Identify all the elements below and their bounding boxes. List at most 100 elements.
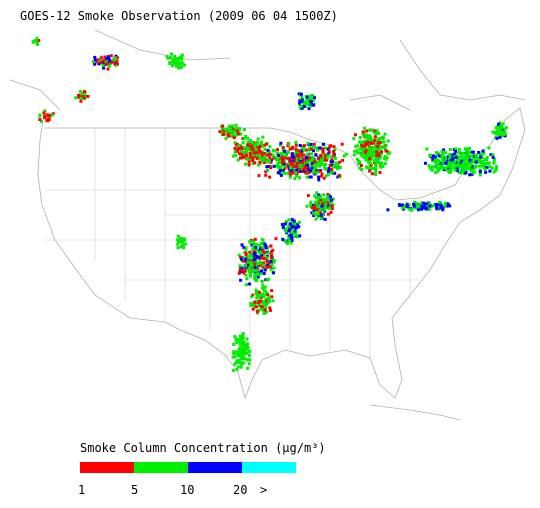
- smoke-pixel: [487, 161, 491, 165]
- smoke-pixel: [453, 152, 457, 156]
- smoke-pixel: [330, 164, 334, 167]
- smoke-pixel: [260, 242, 264, 245]
- smoke-pixel: [313, 162, 317, 166]
- smoke-pixel: [365, 129, 369, 133]
- smoke-pixel: [320, 204, 324, 208]
- smoke-pixel: [307, 101, 311, 105]
- smoke-pixel: [255, 157, 259, 160]
- smoke-pixel: [383, 155, 387, 159]
- smoke-pixel: [251, 245, 255, 248]
- smoke-pixel: [243, 152, 247, 156]
- smoke-pixel: [435, 207, 439, 211]
- smoke-pixel: [239, 156, 243, 160]
- smoke-pixel: [397, 203, 401, 207]
- smoke-pixel: [369, 157, 373, 161]
- smoke-pixel: [431, 157, 435, 161]
- smoke-pixel: [248, 158, 252, 162]
- smoke-pixel: [319, 174, 323, 178]
- smoke-pixel: [379, 165, 383, 169]
- smoke-pixel: [366, 152, 370, 156]
- smoke-pixel: [436, 169, 440, 173]
- smoke-pixel: [330, 160, 334, 164]
- smoke-pixel: [244, 343, 248, 347]
- smoke-pixel: [290, 152, 294, 156]
- smoke-pixel: [290, 169, 294, 172]
- smoke-pixel: [415, 206, 418, 210]
- smoke-pixel: [278, 154, 282, 158]
- smoke-pixel: [288, 169, 292, 173]
- smoke-pixel: [239, 338, 243, 342]
- smoke-pixel: [261, 295, 265, 298]
- smoke-pixel: [242, 361, 246, 365]
- smoke-pixel: [38, 118, 42, 121]
- smoke-pixel: [238, 127, 241, 131]
- smoke-pixel: [261, 249, 265, 253]
- smoke-pixel: [290, 225, 294, 229]
- smoke-pixel: [177, 63, 181, 67]
- smoke-pixel: [298, 144, 302, 147]
- smoke-pixel: [253, 301, 257, 304]
- smoke-pixel: [256, 275, 260, 279]
- smoke-pixel: [303, 157, 306, 161]
- smoke-pixel: [450, 153, 454, 157]
- smoke-pixel: [447, 160, 451, 164]
- smoke-pixel: [405, 204, 409, 208]
- smoke-pixel: [317, 205, 321, 209]
- smoke-pixel: [294, 141, 298, 144]
- smoke-pixel: [502, 129, 506, 133]
- smoke-pixel: [95, 60, 99, 64]
- smoke-pixel: [253, 237, 257, 241]
- smoke-pixel: [243, 259, 247, 263]
- smoke-pixel: [474, 153, 478, 157]
- smoke-pixel: [378, 155, 382, 159]
- smoke-pixel: [438, 200, 442, 204]
- smoke-pixel: [366, 166, 370, 170]
- smoke-pixel: [373, 159, 377, 163]
- smoke-pixel: [316, 162, 319, 166]
- smoke-pixel: [260, 150, 264, 154]
- smoke-pixel: [494, 131, 498, 135]
- smoke-pixel: [279, 141, 283, 145]
- smoke-pixel: [260, 253, 264, 257]
- smoke-pixel: [381, 165, 385, 169]
- smoke-pixel: [249, 263, 253, 267]
- smoke-pixel: [304, 156, 308, 159]
- smoke-pixel: [302, 144, 306, 148]
- smoke-pixel: [426, 204, 430, 208]
- smoke-pixel: [43, 116, 47, 119]
- smoke-pixel: [434, 160, 437, 164]
- smoke-pixel: [258, 293, 262, 297]
- smoke-pixel: [380, 150, 383, 154]
- smoke-pixel: [237, 359, 240, 362]
- smoke-pixel: [385, 156, 389, 160]
- smoke-pixel: [317, 175, 321, 179]
- smoke-pixel: [488, 169, 492, 173]
- smoke-pixel: [253, 266, 257, 270]
- smoke-pixel: [312, 142, 316, 146]
- smoke-pixel: [248, 274, 252, 278]
- smoke-pixel: [241, 152, 245, 156]
- smoke-pixel: [176, 246, 180, 250]
- smoke-pixel: [48, 113, 52, 117]
- smoke-pixel: [236, 149, 240, 153]
- smoke-pixel: [501, 132, 505, 136]
- smoke-pixel: [356, 151, 359, 155]
- smoke-pixel: [288, 227, 292, 231]
- smoke-pixel: [483, 162, 487, 165]
- smoke-pixel: [242, 128, 246, 132]
- smoke-pixel: [307, 167, 311, 171]
- smoke-pixel: [368, 157, 372, 161]
- smoke-pixel: [299, 163, 303, 167]
- smoke-pixel: [302, 105, 306, 108]
- smoke-pixel: [359, 164, 363, 167]
- smoke-pixel: [242, 146, 246, 150]
- smoke-pixel: [307, 175, 311, 179]
- smoke-pixel: [305, 175, 309, 179]
- smoke-pixel: [331, 197, 335, 201]
- smoke-pixel: [244, 345, 248, 348]
- smoke-pixel: [357, 162, 361, 166]
- smoke-pixel: [431, 204, 435, 208]
- smoke-pixel: [287, 224, 291, 228]
- smoke-pixel: [265, 278, 269, 282]
- smoke-pixel: [238, 345, 242, 349]
